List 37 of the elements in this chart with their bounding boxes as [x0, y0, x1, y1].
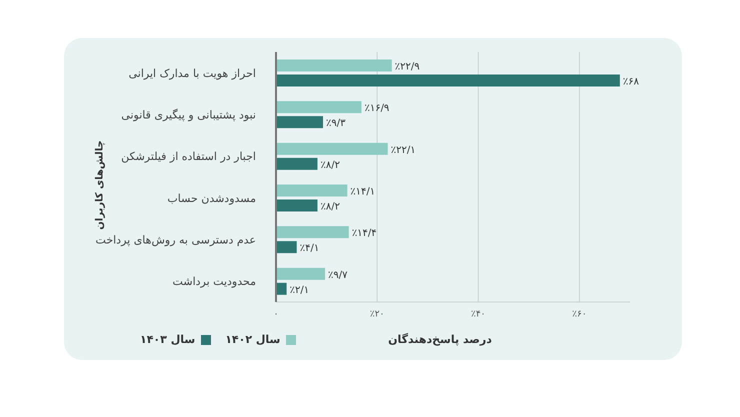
data-label: ٪۱۶/۹ [364, 103, 390, 114]
data-label: ٪۲۲/۱ [390, 144, 416, 156]
bar [276, 74, 620, 86]
y-tick-label: اجبار در استفاده از فیلترشکن [121, 150, 256, 164]
data-label: ٪۸/۲ [320, 202, 340, 212]
data-label: ٪۹/۷ [328, 270, 348, 281]
data-label: ٪۹/۳ [326, 118, 346, 130]
bar [276, 241, 297, 254]
y-tick-label: محدودیت برداشت [172, 275, 256, 288]
bar [276, 268, 326, 280]
data-label: ٪۸/۲ [320, 160, 340, 171]
y-tick-label: مسدودشدن حساب [167, 192, 256, 205]
x-tick-label: ٪۴۰ [471, 309, 486, 320]
data-label: ٪۲۲/۹ [394, 62, 420, 72]
data-label: ٪۲/۱ [290, 284, 310, 296]
bar [276, 142, 388, 155]
x-tick-label: ۰ [274, 309, 278, 320]
bar [276, 226, 349, 238]
y-tick-label: عدم دسترسی به روش‌های پرداخت [96, 234, 256, 246]
legend-label: سال ۱۴۰۳ [140, 333, 196, 346]
y-tick-label: احراز هویت با مدارک ایرانی [128, 66, 256, 80]
bar [276, 184, 348, 196]
y-axis-title: چالش‌های کاربران [94, 140, 106, 230]
bar [276, 158, 318, 170]
x-tick-label: ٪۲۰ [370, 309, 384, 320]
x-axis-title: درصد پاسخ‌دهندگان [388, 333, 492, 346]
bar [276, 60, 392, 72]
bar [276, 200, 318, 212]
bar [276, 116, 324, 128]
data-label: ٪۶۸ [622, 76, 640, 88]
data-label: ٪۴/۱ [300, 243, 320, 254]
y-tick-label: نبود پشتیبانی و پیگیری قانونی [121, 108, 256, 122]
data-label: ٪۱۴/۴ [352, 228, 377, 240]
x-tick-label: ٪۶۰ [572, 309, 587, 320]
bar [276, 101, 362, 114]
data-label: ٪۱۴/۱ [350, 186, 376, 198]
legend-label: سال ۱۴۰۲ [225, 333, 280, 346]
